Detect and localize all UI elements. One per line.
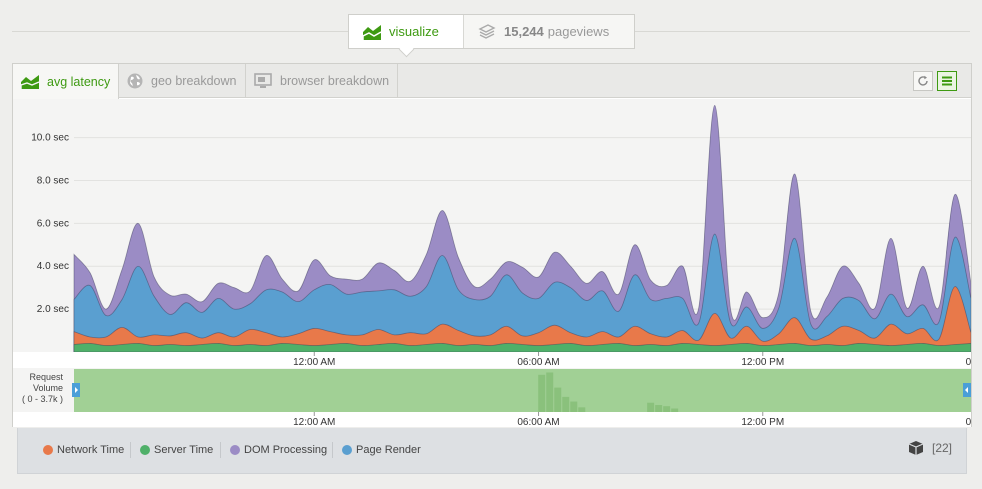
legend-page-render[interactable]: Page Render	[342, 444, 421, 456]
tab-avg-latency-label: avg latency	[47, 74, 111, 89]
volume-bar	[546, 372, 554, 412]
legend-bar: Network Time Server Time DOM Processing …	[17, 428, 967, 474]
range-handle-left-arrow	[75, 387, 78, 393]
volume-label: Volume	[33, 383, 63, 393]
refresh-button[interactable]	[913, 71, 933, 91]
area-server-time	[73, 342, 972, 353]
refresh-icon	[918, 75, 928, 86]
volume-bar	[655, 405, 663, 412]
x-tick-label: 06:00 PM	[966, 357, 971, 368]
tab-avg-latency[interactable]: avg latency	[13, 64, 119, 99]
dom-dot	[230, 445, 240, 455]
area-network-time	[73, 286, 972, 353]
volume-bar	[663, 406, 671, 412]
volume-bar	[570, 401, 578, 412]
volume-x-tick-label: 12:00 PM	[741, 417, 784, 427]
volume-x-axis-ticks: 12:00 AM 06:00 AM 12:00 PM 06:00 PM	[13, 412, 982, 428]
legend-separator	[130, 442, 131, 458]
monitor-icon	[254, 73, 272, 88]
x-tick-label: 06:00 AM	[517, 357, 559, 368]
y-axis-ticks: 2.0 sec 4.0 sec 6.0 sec 8.0 sec 10.0 sec	[31, 133, 69, 316]
x-axis-band	[13, 352, 971, 368]
x-tick-label: 12:00 PM	[741, 357, 784, 368]
pageviews-label: pageviews	[547, 24, 610, 39]
volume-x-tick-label: 12:00 AM	[293, 417, 335, 427]
stack-icon	[478, 23, 496, 39]
y-tick-label: 4.0 sec	[37, 261, 69, 272]
chart-area: 2.0 sec 4.0 sec 6.0 sec 8.0 sec 10.0 sec 12:…	[13, 99, 982, 428]
latency-panel: avg latency geo breakdown browser breakd…	[12, 63, 982, 428]
range-handle-right-arrow	[965, 387, 968, 393]
legend-server-label: Server Time	[154, 444, 214, 456]
tab-browser-label: browser breakdown	[280, 74, 390, 88]
x-axis-ticks: 12:00 AM 06:00 AM 12:00 PM 06:00 PM	[13, 352, 982, 368]
tab-geo-breakdown[interactable]: geo breakdown	[119, 64, 246, 98]
tab-browser-breakdown[interactable]: browser breakdown	[246, 64, 398, 98]
area-chart-icon	[363, 24, 381, 40]
network-dot	[43, 445, 53, 455]
volume-bar	[538, 374, 546, 412]
y-tick-label: 6.0 sec	[37, 218, 69, 229]
volume-range	[74, 369, 971, 412]
y-tick-label: 8.0 sec	[37, 175, 69, 186]
volume-bar	[671, 408, 679, 412]
menu-button[interactable]	[937, 71, 957, 91]
volume-label: ( 0 - 3.7k )	[22, 394, 63, 404]
list-icon	[942, 76, 952, 86]
area-page-render	[73, 233, 972, 353]
y-tick-label: 10.0 sec	[31, 133, 69, 144]
volume-bar	[562, 396, 570, 412]
volume-bar	[554, 387, 562, 412]
legend-separator	[220, 442, 221, 458]
legend-dom-processing[interactable]: DOM Processing	[230, 444, 327, 456]
legend-separator	[332, 442, 333, 458]
chart-tabbar: avg latency geo breakdown browser breakd…	[13, 64, 971, 99]
server-dot	[140, 445, 150, 455]
legend-network-time[interactable]: Network Time	[43, 444, 124, 456]
render-dot	[342, 445, 352, 455]
box-count-value: [22]	[931, 441, 952, 455]
box-icon	[908, 441, 924, 455]
visualize-tab[interactable]: visualize	[349, 15, 464, 48]
pageviews-count: 15,244	[504, 24, 544, 39]
volume-x-axis-band	[13, 412, 971, 427]
volume-bar	[647, 402, 655, 412]
latency-chart: 2.0 sec 4.0 sec 6.0 sec 8.0 sec 10.0 sec 12:…	[13, 99, 982, 428]
y-tick-label: 2.0 sec	[37, 304, 69, 315]
legend-server-time[interactable]: Server Time	[140, 444, 213, 456]
volume-x-tick-label: 06:00 AM	[517, 417, 559, 427]
legend-dom-label: DOM Processing	[244, 444, 328, 456]
view-switcher: visualize 15,244 pageviews	[348, 14, 635, 49]
legend-render-label: Page Render	[356, 444, 421, 456]
x-tick-label: 12:00 AM	[293, 357, 335, 368]
volume-label: Request	[29, 372, 63, 382]
globe-icon	[127, 73, 143, 89]
volume-bar	[578, 407, 586, 412]
legend-network-label: Network Time	[57, 444, 125, 456]
visualize-label: visualize	[389, 24, 439, 39]
tab-geo-label: geo breakdown	[151, 74, 237, 88]
pageviews-tab[interactable]: 15,244 pageviews	[464, 15, 623, 48]
box-count[interactable]: [22]	[908, 440, 952, 456]
stacked-areas	[73, 105, 972, 353]
volume-x-tick-label: 06:00 PM	[966, 417, 971, 427]
area-chart-icon	[21, 74, 39, 89]
